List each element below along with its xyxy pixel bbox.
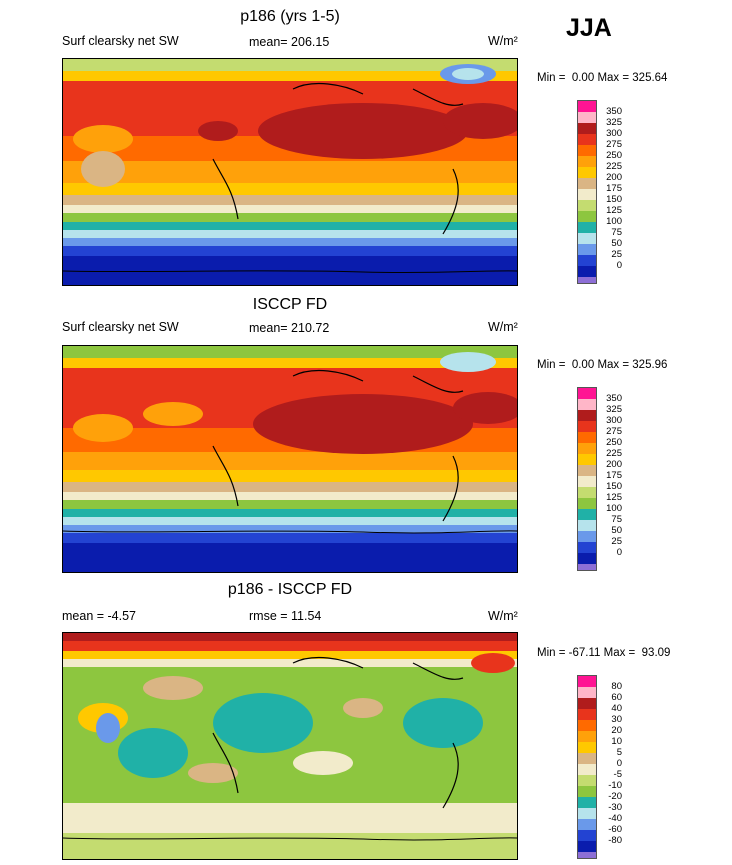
map-observations: [62, 345, 518, 573]
tick-label: 25: [611, 249, 622, 260]
tick-label: 75: [611, 227, 622, 238]
tick-label: 50: [611, 238, 622, 249]
min-max-label: Min = 0.00 Max = 325.96: [537, 359, 668, 371]
tick-label: 325: [606, 404, 622, 415]
tick-label: -80: [608, 835, 622, 846]
mean-label: mean= 206.15: [249, 35, 330, 49]
tick-label: 0: [616, 547, 622, 558]
panel-title: ISCCP FD: [252, 296, 328, 313]
rmse-label: rmse = 11.54: [249, 609, 322, 623]
colorbar-observations: [577, 387, 597, 571]
tick-label: 275: [606, 139, 622, 150]
units-label: W/m²: [488, 34, 518, 48]
tick-label: -10: [608, 780, 622, 791]
tick-label: 0: [616, 758, 622, 769]
tick-label: 175: [606, 470, 622, 481]
tick-label: -20: [608, 791, 622, 802]
tick-label: 40: [611, 703, 622, 714]
tick-label: 125: [606, 492, 622, 503]
variable-label: Surf clearsky net SW: [62, 320, 179, 334]
tick-label: -40: [608, 813, 622, 824]
tick-label: 5: [616, 747, 622, 758]
tick-label: 75: [611, 514, 622, 525]
mean-label: mean= 210.72: [249, 321, 330, 335]
map-model: [62, 58, 518, 286]
tick-label: 150: [606, 481, 622, 492]
tick-label: 225: [606, 161, 622, 172]
tick-label: 200: [606, 172, 622, 183]
tick-label: 0: [616, 260, 622, 271]
tick-label: 150: [606, 194, 622, 205]
tick-label: 80: [611, 681, 622, 692]
tick-label: 125: [606, 205, 622, 216]
tick-label: 20: [611, 725, 622, 736]
mean-label: mean = -4.57: [62, 609, 137, 623]
tick-label: 300: [606, 128, 622, 139]
tick-label: 25: [611, 536, 622, 547]
tick-label: 30: [611, 714, 622, 725]
tick-label: 250: [606, 150, 622, 161]
tick-label: 250: [606, 437, 622, 448]
tick-label: 350: [606, 106, 622, 117]
units-label: W/m²: [488, 320, 518, 334]
tick-label: 100: [606, 503, 622, 514]
panel-title: p186 - ISCCP FD: [227, 581, 353, 598]
panel-title: p186 (yrs 1-5): [240, 8, 340, 25]
tick-label: 60: [611, 692, 622, 703]
tick-label: -5: [613, 769, 622, 780]
tick-label: -30: [608, 802, 622, 813]
tick-label: 275: [606, 426, 622, 437]
min-max-label: Min = 0.00 Max = 325.64: [537, 72, 668, 84]
map-difference: [62, 632, 518, 860]
season-label: JJA: [566, 14, 612, 42]
tick-label: 325: [606, 117, 622, 128]
colorbar-difference: [577, 675, 597, 859]
tick-label: 175: [606, 183, 622, 194]
tick-label: 200: [606, 459, 622, 470]
tick-label: 350: [606, 393, 622, 404]
tick-label: 50: [611, 525, 622, 536]
tick-label: 300: [606, 415, 622, 426]
colorbar-model: [577, 100, 597, 284]
tick-label: 100: [606, 216, 622, 227]
variable-label: Surf clearsky net SW: [62, 34, 179, 48]
units-label: W/m²: [488, 609, 518, 623]
tick-label: 10: [611, 736, 622, 747]
tick-label: -60: [608, 824, 622, 835]
min-max-label: Min = -67.11 Max = 93.09: [537, 647, 671, 659]
tick-label: 225: [606, 448, 622, 459]
